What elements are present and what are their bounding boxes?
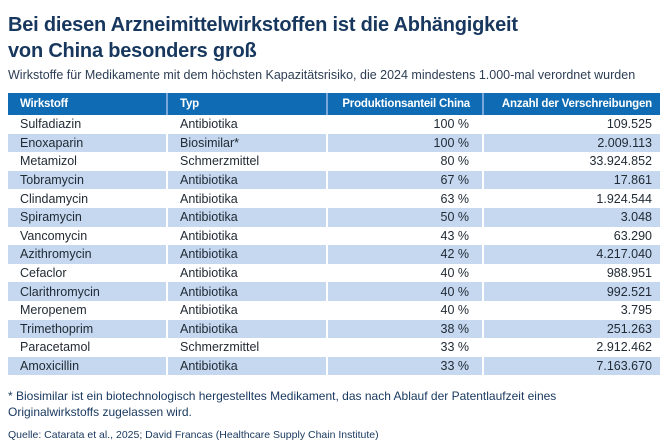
table-cell: 38 % xyxy=(326,319,482,339)
table-cell: Sulfadiazin xyxy=(20,117,82,132)
table-cell: 109.525 xyxy=(482,115,660,134)
column-header-typ: Typ xyxy=(166,93,326,115)
table-cell: Antibiotika xyxy=(166,282,326,301)
table-body: Sulfadiazin Antibiotika 100 % 109.525 Enoxap… xyxy=(8,115,660,376)
table-cell: Metamizol xyxy=(20,154,77,169)
table-cell: 4.217.040 xyxy=(482,245,660,264)
table-cell: Antibiotika xyxy=(166,300,326,320)
column-header-wirkstoff: Wirkstoff xyxy=(20,98,68,110)
footnote-line1: * Biosimilar ist ein biotechnologisch he… xyxy=(8,389,557,404)
table-cell: 40 % xyxy=(326,263,482,283)
table-cell: 17.861 xyxy=(482,170,660,190)
table-cell: Biosimilar* xyxy=(166,133,326,153)
table-cell: 67 % xyxy=(326,170,482,190)
table-cell: 50 % xyxy=(326,207,482,227)
table-cell: 1.924.544 xyxy=(482,189,660,208)
table-row: Sulfadiazin Antibiotika 100 % 109.525 xyxy=(8,115,660,134)
table-cell: Schmerzmittel xyxy=(166,338,326,357)
table-row: Spiramycin Antibiotika 50 % 3.048 xyxy=(8,207,660,227)
table-cell: Antibiotika xyxy=(166,207,326,227)
table-cell: 7.163.670 xyxy=(482,356,660,376)
table-cell: Amoxicillin xyxy=(20,359,80,374)
page-title-line1: Bei diesen Arzneimittelwirkstoffen ist d… xyxy=(8,14,518,36)
table-cell: Antibiotika xyxy=(166,170,326,190)
table-cell: 2.009.113 xyxy=(482,133,660,153)
table-cell: Trimethoprim xyxy=(20,321,94,336)
table-row: Clindamycin Antibiotika 63 % 1.924.544 xyxy=(8,189,660,208)
table-cell: Vancomycin xyxy=(20,228,88,243)
table-cell: Antibiotika xyxy=(166,319,326,339)
table-cell: Antibiotika xyxy=(166,263,326,283)
table-cell: 43 % xyxy=(326,226,482,246)
table-cell: Tobramycin xyxy=(20,173,84,188)
table-cell: Enoxaparin xyxy=(20,135,84,150)
table-row: Cefaclor Antibiotika 40 % 988.951 xyxy=(8,263,660,283)
table-cell: 992.521 xyxy=(482,282,660,301)
table-header-row: Wirkstoff Typ Produktionsanteil China An… xyxy=(8,93,660,115)
page-title: Bei diesen Arzneimittelwirkstoffen ist d… xyxy=(8,12,660,64)
footnote-line2: Originalwirkstoffs zugelassen wird. xyxy=(8,405,192,420)
table-cell: Clindamycin xyxy=(20,191,89,206)
table-row: Tobramycin Antibiotika 67 % 17.861 xyxy=(8,170,660,190)
table-cell: 63.290 xyxy=(482,226,660,246)
table-row: Trimethoprim Antibiotika 38 % 251.263 xyxy=(8,319,660,339)
source-line: Quelle: Catarata et al., 2025; David Fra… xyxy=(8,429,379,442)
table-cell: 63 % xyxy=(326,189,482,208)
table-cell: 40 % xyxy=(326,282,482,301)
table-row: Azithromycin Antibiotika 42 % 4.217.040 xyxy=(8,245,660,264)
table-cell: Antibiotika xyxy=(166,115,326,134)
table-cell: Clarithromycin xyxy=(20,284,100,299)
table-cell: 100 % xyxy=(326,115,482,134)
table-cell: 40 % xyxy=(326,300,482,320)
page-subtitle: Wirkstoffe für Medikamente mit dem höchs… xyxy=(8,68,636,82)
table-row: Amoxicillin Antibiotika 33 % 7.163.670 xyxy=(8,356,660,376)
table-cell: 80 % xyxy=(326,152,482,171)
table-cell: Cefaclor xyxy=(20,266,67,281)
table-cell: 33 % xyxy=(326,356,482,376)
table-cell: 251.263 xyxy=(482,319,660,339)
table-cell: 988.951 xyxy=(482,263,660,283)
table-cell: 33.924.852 xyxy=(482,152,660,171)
table-cell: Antibiotika xyxy=(166,189,326,208)
column-header-produktionsanteil: Produktionsanteil China xyxy=(326,93,482,115)
table-cell: Paracetamol xyxy=(20,340,91,355)
table-cell: Meropenem xyxy=(20,303,87,318)
table-row: Vancomycin Antibiotika 43 % 63.290 xyxy=(8,226,660,246)
column-header-verschreibungen: Anzahl der Verschreibungen xyxy=(482,93,660,115)
table-row: Metamizol Schmerzmittel 80 % 33.924.852 xyxy=(8,152,660,171)
table-cell: 3.795 xyxy=(482,300,660,320)
table-row: Clarithromycin Antibiotika 40 % 992.521 xyxy=(8,282,660,301)
table-cell: 3.048 xyxy=(482,207,660,227)
table-row: Meropenem Antibiotika 40 % 3.795 xyxy=(8,300,660,320)
table-cell: Spiramycin xyxy=(20,210,82,225)
table-cell: Antibiotika xyxy=(166,356,326,376)
table-row: Paracetamol Schmerzmittel 33 % 2.912.462 xyxy=(8,338,660,357)
table-cell: 100 % xyxy=(326,133,482,153)
table-cell: 2.912.462 xyxy=(482,338,660,357)
table-cell: 33 % xyxy=(326,338,482,357)
page-title-line2: von China besonders groß xyxy=(8,40,257,62)
table-cell: Antibiotika xyxy=(166,226,326,246)
table-cell: Schmerzmittel xyxy=(166,152,326,171)
table-cell: 42 % xyxy=(326,245,482,264)
table-row: Enoxaparin Biosimilar* 100 % 2.009.113 xyxy=(8,133,660,153)
dependency-table: Wirkstoff Typ Produktionsanteil China An… xyxy=(8,93,660,376)
table-cell: Azithromycin xyxy=(20,247,92,262)
table-cell: Antibiotika xyxy=(166,245,326,264)
footnote: * Biosimilar ist ein biotechnologisch he… xyxy=(8,388,660,420)
